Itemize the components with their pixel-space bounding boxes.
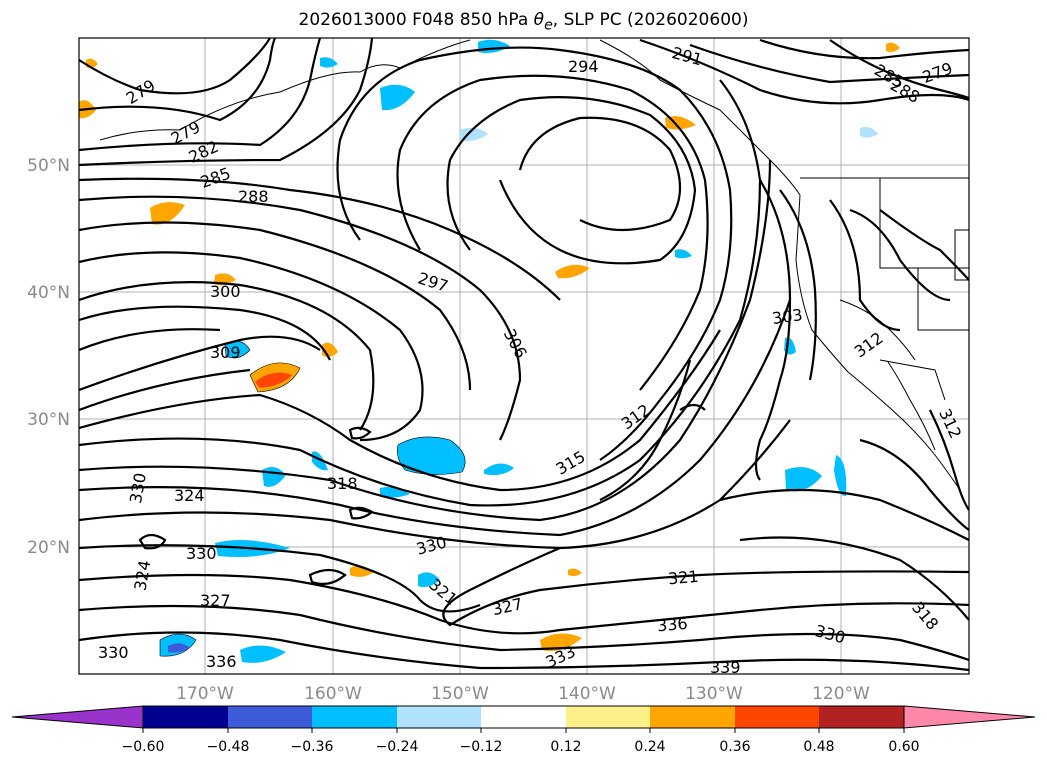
lon-tick-label: 130°W <box>685 684 743 704</box>
lat-tick-label: 30°N <box>27 410 70 430</box>
longitude-tick-labels: 170°W 160°W 150°W 140°W 130°W 120°W <box>176 684 870 704</box>
contour-label: 294 <box>568 57 599 76</box>
map-frame <box>78 37 970 675</box>
colorbar-segment <box>650 706 735 728</box>
lon-tick-label: 150°W <box>431 684 489 704</box>
contour-label: 330 <box>98 643 129 662</box>
colorbar-extend-high <box>903 705 1036 729</box>
colorbar-outline <box>142 705 905 729</box>
contour-label: 303 <box>771 305 804 328</box>
colorbar-segment <box>566 706 650 728</box>
contour-label: 321 <box>667 567 699 589</box>
lat-tick-label: 40°N <box>27 283 70 303</box>
colorbar-label: −0.48 <box>207 739 250 755</box>
colorbar-label: −0.12 <box>460 739 503 755</box>
contour-label: 336 <box>206 652 237 671</box>
contour-label: 330 <box>186 544 217 563</box>
colorbar-label: 0.60 <box>888 739 919 755</box>
lon-tick-label: 120°W <box>812 684 870 704</box>
lon-tick-label: 160°W <box>304 684 362 704</box>
theta-e-contours <box>79 38 969 672</box>
colorbar-extend-low <box>11 705 144 729</box>
coastlines <box>99 39 969 491</box>
colorbar-segment <box>143 706 228 728</box>
colorbar-segment <box>312 706 397 728</box>
contour-label: 339 <box>710 658 741 677</box>
colorbar-label: 0.48 <box>803 739 834 755</box>
colorbar-segment <box>481 706 566 728</box>
contour-label: 309 <box>210 343 241 362</box>
colorbar-label: 0.36 <box>719 739 750 755</box>
colorbar-segment <box>397 706 481 728</box>
colorbar-label: −0.36 <box>291 739 334 755</box>
colorbar-label: 0.24 <box>634 739 665 755</box>
contour-label: 336 <box>656 614 688 636</box>
contour-label: 327 <box>200 591 231 610</box>
contour-label: 288 <box>238 187 269 206</box>
contour-labels: 279 279 282 285 288 291 294 297 300 303 … <box>98 43 965 677</box>
contour-label: 300 <box>210 282 241 301</box>
lon-tick-label: 140°W <box>558 684 616 704</box>
lat-tick-label: 50°N <box>27 156 70 176</box>
contour-label: 318 <box>327 474 358 493</box>
contour-label: 324 <box>174 486 205 505</box>
colorbar-label: −0.60 <box>122 739 165 755</box>
lon-tick-label: 170°W <box>176 684 234 704</box>
colorbar-label: −0.24 <box>376 739 419 755</box>
map-title: 2026013000 F048 850 hPa θe, SLP PC (2026… <box>298 10 749 34</box>
latitude-tick-labels: 50°N 40°N 30°N 20°N <box>27 156 70 558</box>
colorbar-segment <box>228 706 312 728</box>
lat-tick-label: 20°N <box>27 538 70 558</box>
colorbar: −0.60 −0.48 −0.36 −0.24 −0.12 0.12 0.24 … <box>11 705 1036 755</box>
colorbar-segment <box>819 706 904 728</box>
colorbar-segment <box>735 706 819 728</box>
colorbar-label: 0.12 <box>550 739 581 755</box>
